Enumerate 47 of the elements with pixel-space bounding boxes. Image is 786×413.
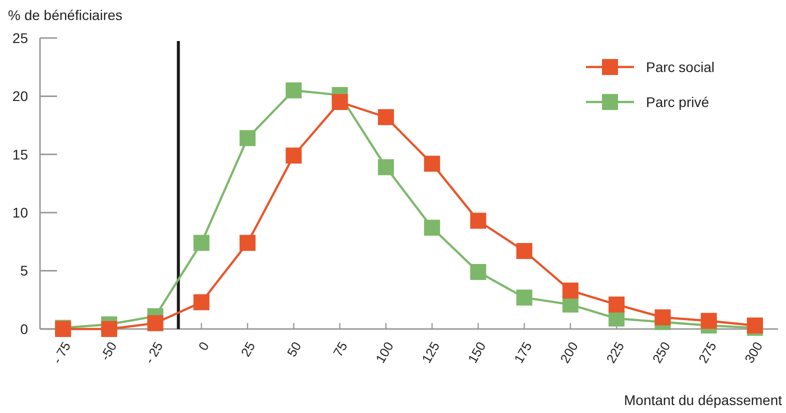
y-tick-label: 25 [12, 30, 28, 46]
x-tick-label: 0 [195, 339, 212, 354]
x-tick-label: 125 [418, 339, 443, 366]
point [286, 82, 302, 98]
point [654, 309, 671, 326]
y-axis-title: % de bénéficiaires [8, 7, 122, 23]
x-tick-label: 150 [464, 339, 489, 366]
point [424, 156, 440, 172]
point [378, 159, 394, 176]
x-tick-label: 50 [284, 339, 304, 360]
point [378, 109, 394, 126]
point [470, 212, 486, 229]
y-tick-label: 20 [12, 88, 28, 104]
point [516, 290, 532, 306]
x-tick-label: 225 [603, 339, 628, 366]
y-tick-label: 10 [12, 204, 28, 220]
x-tick-label: 100 [372, 339, 396, 366]
x-tick-label: - 75 [49, 339, 74, 366]
x-tick-label: 200 [557, 339, 581, 366]
x-tick-label: 75 [330, 339, 350, 360]
point [286, 148, 302, 164]
point [240, 130, 256, 146]
x-axis-title: Montant du dépassement [624, 392, 782, 408]
x-tick-label: 250 [649, 339, 674, 366]
y-tick-label: 5 [20, 262, 28, 279]
point [332, 94, 348, 110]
y-tick-label: 0 [20, 320, 28, 337]
point [470, 264, 486, 280]
point [101, 321, 118, 337]
legend-label: Parc privé [646, 94, 710, 110]
y-tick-label: 15 [12, 146, 28, 162]
point [700, 312, 717, 329]
x-tick-label: 25 [238, 339, 258, 360]
x-tick-label: 275 [696, 339, 720, 366]
x-tick-label: 175 [511, 339, 535, 366]
point [608, 296, 625, 313]
point [516, 243, 532, 260]
point [147, 315, 164, 332]
point [193, 234, 210, 251]
point [562, 282, 578, 299]
x-tick-label: 300 [742, 339, 766, 366]
point [193, 294, 210, 310]
legend-label: Parc social [646, 58, 714, 75]
point [424, 220, 440, 236]
x-tick-label: -50 [97, 339, 120, 364]
point [240, 234, 256, 251]
x-tick-label: - 25 [142, 339, 166, 366]
